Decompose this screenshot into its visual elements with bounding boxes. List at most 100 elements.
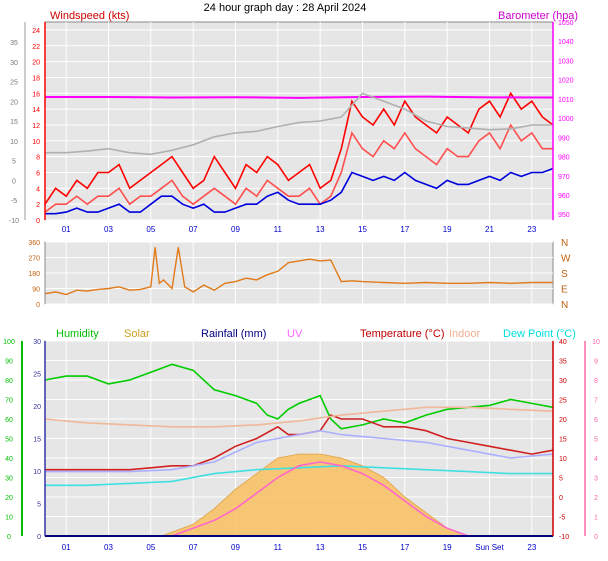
panel1-x-tick: 11 — [274, 225, 283, 234]
panel1-series-0-line — [44, 91, 554, 205]
panel3-x-tick: 03 — [104, 543, 113, 552]
panel3-ticks: 4035302520151050-5-101009080706050403020… — [3, 339, 600, 552]
panel1-left-tick: 8 — [36, 155, 40, 162]
panel1-right-tick: 960 — [558, 193, 570, 200]
panel3-x-tick: 13 — [316, 543, 325, 552]
panel3-uv-tick: 4 — [594, 456, 598, 463]
panel3-uv-tick: 0 — [594, 534, 598, 541]
panel3-series-3-line — [45, 464, 553, 487]
panel1-series-2-line — [45, 167, 554, 215]
panel1-series — [44, 91, 554, 215]
panel1-left-tick: 10 — [32, 139, 40, 146]
panel3-rain-tick: 5 — [37, 502, 41, 509]
panel1-outer-left-tick: 25 — [10, 80, 18, 87]
panel1-left-tick: 24 — [32, 28, 40, 35]
panel1-outer-left-tick: 30 — [10, 60, 18, 67]
panel3-series-0-line — [44, 363, 554, 430]
panel3-x-tick: 01 — [62, 543, 71, 552]
panel3-series — [44, 363, 554, 537]
panel3-legend-item: Temperature (°C) — [360, 328, 444, 340]
panel3-humidity-tick: 70 — [5, 398, 13, 405]
panel2-left-tick: 180 — [28, 271, 40, 278]
panel3-humidity-tick: 0 — [7, 534, 11, 541]
panel3-temp-tick: 10 — [559, 456, 567, 463]
panel3-humidity-tick: 10 — [5, 515, 13, 522]
panel1-x-tick: 13 — [316, 225, 325, 234]
panel1-x-tick: 17 — [400, 225, 409, 234]
panel1-x-tick: 05 — [146, 225, 155, 234]
panel1-left-tick: 20 — [32, 60, 40, 67]
panel3-uv-tick: 9 — [594, 359, 598, 366]
panel3-humidity-tick: 30 — [5, 476, 13, 483]
panel1-left-tick: 22 — [32, 44, 40, 51]
panel1-right-tick: 1010 — [558, 97, 574, 104]
panel3-rain-tick: 0 — [37, 534, 41, 541]
panel2-series — [44, 247, 553, 296]
temperature-humidity-panel: Humidity Solar Rainfall (mm) UV Temperature … — [3, 328, 600, 552]
panel2-compass-label: N — [561, 300, 568, 311]
panel3-uv-tick: 1 — [594, 515, 598, 522]
panel2-left-tick: 360 — [28, 240, 40, 247]
panel1-left-tick: 16 — [32, 91, 40, 98]
panel3-temp-tick: 25 — [559, 398, 567, 405]
panel3-x-tick: 11 — [274, 543, 283, 552]
panel3-x-tick: 23 — [527, 543, 536, 552]
panel3-x-tick: 15 — [358, 543, 367, 552]
panel1-left-tick: 4 — [36, 186, 40, 193]
panel3-x-tick: 19 — [443, 543, 452, 552]
panel3-temp-tick: 5 — [559, 476, 563, 483]
panel1-right-tick: 1020 — [558, 78, 574, 85]
windspeed-axis-label: Windspeed (kts) — [50, 10, 129, 22]
panel1-outer-left-tick: -5 — [11, 198, 17, 205]
panel3-uv-tick: 5 — [594, 437, 598, 444]
panel1-left-tick: 0 — [36, 218, 40, 225]
panel3-humidity-tick: 100 — [3, 339, 15, 346]
panel3-legend-item: Solar — [124, 328, 150, 340]
barometer-axis-label: Barometer (hpa) — [498, 10, 578, 22]
panel3-temp-tick: -10 — [559, 534, 569, 541]
panel1-x-tick: 07 — [189, 225, 198, 234]
panel1-right-tick: 1030 — [558, 58, 574, 65]
panel3-uv-tick: 3 — [594, 476, 598, 483]
panel1-x-tick: 09 — [231, 225, 240, 234]
panel1-series-3-line — [45, 95, 554, 99]
panel3-temp-tick: 35 — [559, 359, 567, 366]
panel3-series-4-line — [45, 429, 554, 473]
panel2-compass-label: N — [561, 238, 568, 249]
panel1-left-tick: 12 — [32, 123, 40, 130]
panel3-temp-tick: 40 — [559, 339, 567, 346]
panel2-compass-label: E — [561, 285, 568, 296]
panel3-humidity-tick: 40 — [5, 456, 13, 463]
panel1-right-tick: 950 — [558, 212, 570, 219]
panel3-uv-tick: 2 — [594, 495, 598, 502]
panel3-legend-item: Indoor — [449, 328, 481, 340]
panel2-left-tick: 270 — [28, 256, 40, 263]
panel2-compass-label: W — [561, 254, 571, 265]
panel1-left-tick: 6 — [36, 170, 40, 177]
panel3-humidity-tick: 50 — [5, 437, 13, 444]
panel1-right-tick: 970 — [558, 174, 570, 181]
panel1-x-tick: 15 — [358, 225, 367, 234]
panel3-uv-tick: 7 — [594, 398, 598, 405]
panel1-right-tick: 990 — [558, 135, 570, 142]
panel1-series-4-line — [45, 92, 553, 156]
panel3-rain-tick: 20 — [33, 404, 41, 411]
panel3-temp-tick: 0 — [559, 495, 563, 502]
panel1-right-tick: 980 — [558, 155, 570, 162]
panel1-outer-left-tick: 20 — [10, 99, 18, 106]
panel1-outer-left-tick: 0 — [12, 178, 16, 185]
panel2-compass-label: S — [561, 269, 568, 280]
panel3-rain-tick: 30 — [33, 339, 41, 346]
panel3-x-tick: 05 — [146, 543, 155, 552]
panel2-series-0-line — [44, 247, 553, 296]
panel1-x-tick: 19 — [443, 225, 452, 234]
wind-barometer-panel: 24 hour graph day : 28 April 2024 Windsp… — [9, 2, 578, 234]
panel3-x-tick: 07 — [189, 543, 198, 552]
panel3-humidity-tick: 80 — [5, 378, 13, 385]
panel1-x-tick: 03 — [104, 225, 113, 234]
panel3-rain-tick: 10 — [33, 469, 41, 476]
panel3-legend-item: Humidity — [56, 328, 99, 340]
panel3-series-2-line — [44, 406, 554, 428]
